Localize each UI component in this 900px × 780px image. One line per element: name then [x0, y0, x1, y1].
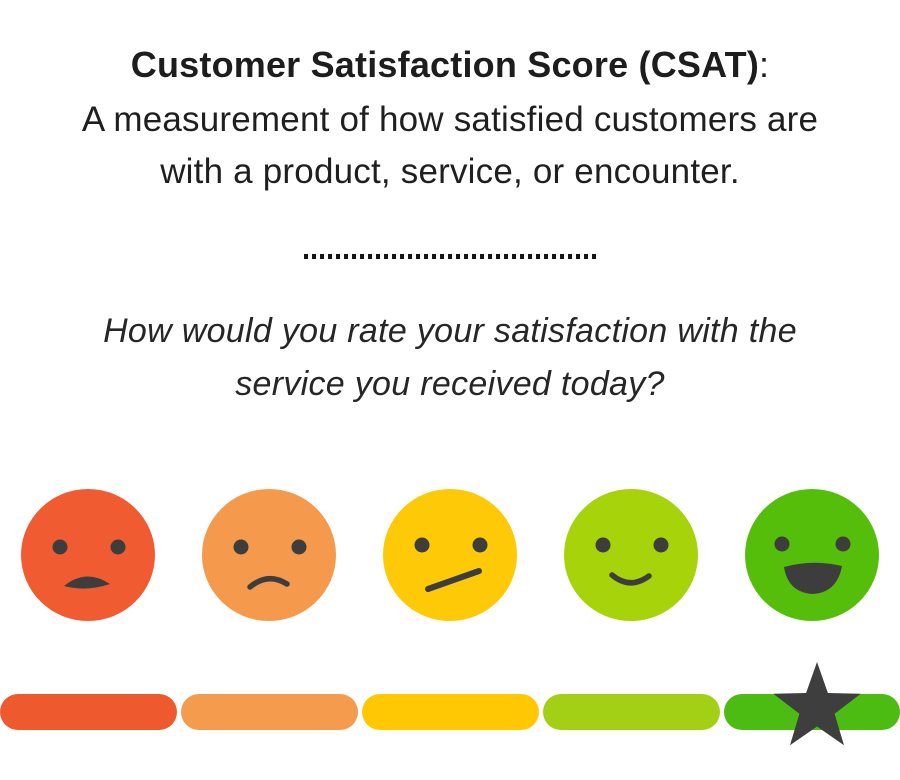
left-eye — [414, 537, 430, 553]
rating-bar-segment-1 — [0, 694, 177, 730]
definition-line-2: with a product, service, or encounter. — [160, 152, 740, 191]
rating-bar-segment-4 — [543, 694, 720, 730]
left-eye — [595, 537, 611, 553]
open-frown-mouth — [64, 576, 110, 589]
face-circle — [745, 489, 879, 621]
right-eye — [472, 537, 488, 553]
neutral-face-icon[interactable] — [382, 487, 518, 623]
definition-line-1: A measurement of how satisfied customers… — [81, 100, 819, 139]
rating-bar-segment-3 — [362, 694, 539, 730]
survey-question-line-2: service you received today? — [235, 365, 665, 403]
page-title-bold: Customer Satisfaction Score (CSAT) — [130, 44, 760, 85]
satisfaction-scale — [0, 487, 900, 623]
right-eye — [291, 539, 307, 555]
header: Customer Satisfaction Score (CSAT): A me… — [0, 0, 900, 198]
face-circle — [202, 489, 336, 621]
survey-question-line-1: How would you rate your satisfaction wit… — [103, 312, 797, 350]
definition-text: A measurement of how satisfied customers… — [0, 94, 900, 198]
right-eye — [653, 537, 669, 553]
frown-mouth — [247, 576, 290, 590]
left-eye — [774, 536, 790, 552]
dissatisfied-face-icon[interactable] — [201, 487, 337, 623]
right-eye — [835, 536, 851, 552]
slanted-mouth — [425, 568, 482, 592]
page-title-colon: : — [759, 44, 770, 85]
right-eye — [110, 539, 126, 555]
survey-question: How would you rate your satisfaction wit… — [0, 305, 900, 411]
very-satisfied-face-icon[interactable] — [744, 487, 880, 623]
face-circle — [383, 489, 517, 621]
very-dissatisfied-face-icon[interactable] — [20, 487, 156, 623]
satisfied-face-icon[interactable] — [563, 487, 699, 623]
smile-mouth — [609, 572, 652, 586]
left-eye — [52, 539, 68, 555]
open-smile-mouth — [784, 562, 842, 594]
dotted-divider — [304, 254, 596, 259]
face-circle — [21, 489, 155, 621]
selected-rating-star-icon — [773, 662, 861, 746]
left-eye — [233, 539, 249, 555]
page-title: Customer Satisfaction Score (CSAT): — [0, 44, 900, 86]
rating-bar-segment-2 — [181, 694, 358, 730]
rating-bar — [0, 650, 900, 780]
face-circle — [564, 489, 698, 621]
